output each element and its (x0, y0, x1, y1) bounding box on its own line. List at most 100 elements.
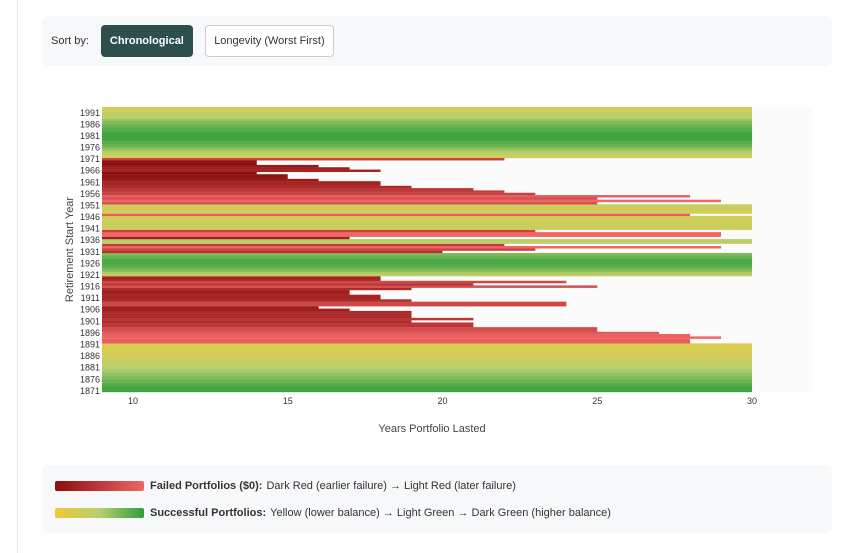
bar-1903 (102, 315, 412, 319)
bar-1927 (102, 259, 752, 263)
bar-1923 (102, 269, 752, 272)
y-tick-label: 1971 (80, 154, 100, 164)
bar-1979 (102, 139, 752, 142)
bar-1895 (102, 334, 691, 337)
bar-1992 (102, 109, 752, 112)
bar-1942 (102, 225, 752, 228)
bar-1885 (102, 357, 752, 360)
y-axis-label: Retirement Start Year (64, 197, 76, 303)
bar-1966 (102, 169, 381, 173)
legend-panel: Failed Portfolios ($0): Dark Red (earlie… (42, 465, 832, 533)
bar-1915 (102, 287, 412, 291)
sort-controls: Sort by: Chronological Longevity (Worst … (42, 16, 832, 66)
bar-1969 (102, 162, 257, 166)
bar-1904 (102, 313, 412, 316)
bar-1943 (102, 222, 752, 226)
bar-1920 (102, 276, 381, 279)
bar-1888 (102, 350, 752, 353)
bar-1983 (102, 130, 752, 133)
bar-1919 (102, 278, 381, 281)
bar-1901 (102, 320, 412, 323)
bar-1956 (102, 192, 536, 196)
bar-1970 (102, 160, 257, 163)
sort-label: Sort by: (51, 35, 89, 47)
x-tick-label: 30 (747, 396, 757, 406)
legend-success-row: Successful Portfolios: Yellow (lower bal… (55, 507, 611, 519)
bar-1897 (102, 329, 598, 332)
bar-1886 (102, 354, 752, 358)
bar-1922 (102, 271, 752, 274)
left-rule (17, 0, 18, 553)
bar-1916 (102, 285, 598, 288)
sort-longevity-button[interactable]: Longevity (Worst First) (204, 25, 334, 57)
bar-1913 (102, 292, 350, 295)
bar-1971 (102, 157, 505, 161)
bar-1906 (102, 308, 350, 312)
bar-1877 (102, 375, 752, 379)
bar-1899 (102, 324, 474, 328)
bar-1958 (102, 188, 474, 191)
bar-1978 (102, 141, 752, 145)
bar-1959 (102, 185, 412, 189)
y-tick-label: 1956 (80, 189, 100, 199)
bar-1929 (102, 255, 752, 258)
bar-1896 (102, 331, 660, 335)
y-tick-label: 1976 (80, 143, 100, 153)
bar-1961 (102, 181, 381, 184)
bar-1957 (102, 190, 505, 193)
bar-1917 (102, 283, 474, 286)
bar-1925 (102, 264, 752, 268)
bar-1880 (102, 368, 752, 372)
bar-1972 (102, 155, 752, 159)
bar-1889 (102, 347, 752, 351)
y-tick-label: 1891 (80, 340, 100, 350)
bar-1871 (102, 389, 752, 393)
bar-1976 (102, 146, 752, 149)
y-tick-label: 1881 (80, 363, 100, 373)
bar-1968 (102, 164, 319, 168)
bar-1974 (102, 151, 752, 154)
bar-1977 (102, 144, 752, 147)
bar-1936 (102, 239, 752, 242)
bar-1873 (102, 385, 752, 388)
bar-1964 (102, 174, 288, 177)
bar-1975 (102, 148, 752, 152)
y-tick-label: 1941 (80, 224, 100, 234)
bar-1938 (102, 234, 722, 237)
bar-1874 (102, 382, 752, 386)
sort-chronological-button[interactable]: Chronological (100, 25, 193, 57)
bar-1931 (102, 250, 443, 254)
bar-1933 (102, 246, 722, 249)
bar-1988 (102, 118, 752, 122)
y-tick-label: 1946 (80, 212, 100, 222)
bar-1993 (102, 107, 752, 110)
bar-1960 (102, 183, 381, 186)
y-tick-label: 1966 (80, 166, 100, 176)
bar-1905 (102, 310, 412, 314)
bar-1985 (102, 125, 752, 129)
bar-1914 (102, 290, 350, 293)
y-tick-label: 1911 (81, 293, 100, 303)
bar-1987 (102, 120, 752, 124)
bar-1918 (102, 280, 567, 284)
bar-1921 (102, 273, 752, 277)
bar-1935 (102, 241, 752, 244)
bar-1878 (102, 373, 752, 376)
x-axis-label: Years Portfolio Lasted (378, 423, 485, 435)
legend-success-title: Successful Portfolios: (150, 507, 267, 519)
bar-1948 (102, 211, 752, 214)
bar-1954 (102, 197, 598, 200)
y-tick-label: 1916 (80, 282, 100, 292)
bar-1882 (102, 364, 752, 367)
bar-1883 (102, 361, 752, 365)
bar-1881 (102, 366, 752, 369)
bar-1980 (102, 137, 752, 140)
bar-1924 (102, 266, 752, 270)
bar-1879 (102, 371, 752, 374)
bar-1965 (102, 171, 257, 175)
bar-1940 (102, 229, 536, 233)
bar-1928 (102, 257, 752, 261)
bar-1953 (102, 199, 722, 203)
x-tick-label: 15 (283, 396, 293, 406)
